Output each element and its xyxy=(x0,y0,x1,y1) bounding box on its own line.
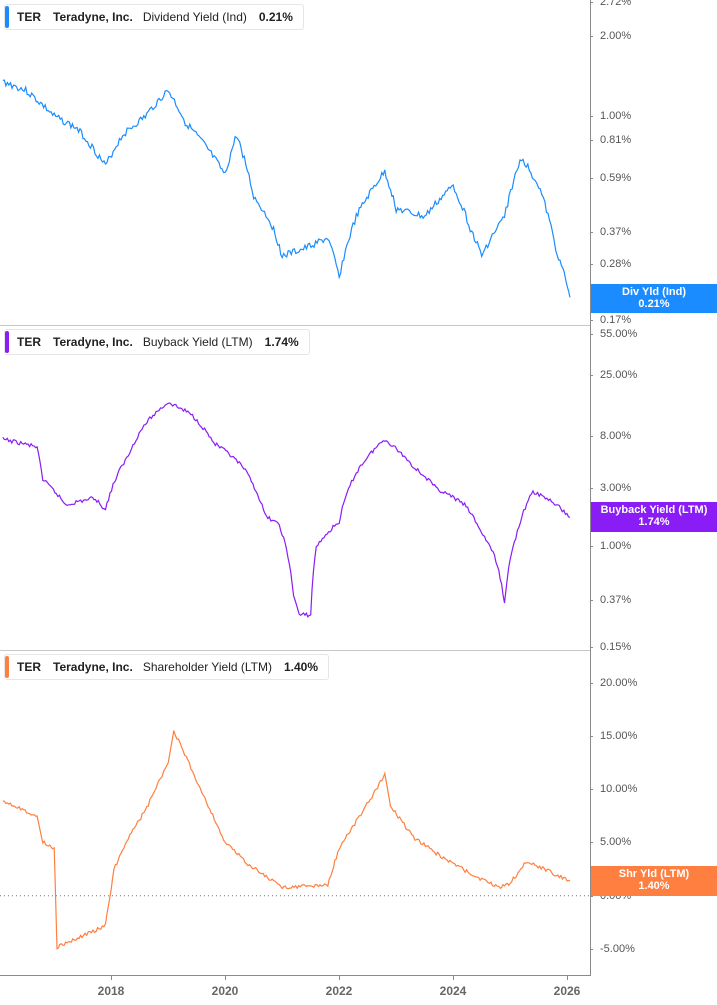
company-name: Teradyne, Inc. xyxy=(53,660,133,674)
x-tick-label: 2020 xyxy=(211,984,239,998)
x-tick-label: 2022 xyxy=(325,984,353,998)
series-color-swatch xyxy=(5,331,9,353)
metric-name: Buyback Yield (LTM) xyxy=(142,335,253,349)
y-tick-mark xyxy=(590,546,593,547)
y-tick-label: 2.72% xyxy=(600,0,632,8)
dividend-yield-plot[interactable] xyxy=(0,0,590,325)
y-tick-label: 25.00% xyxy=(600,369,638,381)
y-tick-label: 15.00% xyxy=(600,730,638,742)
buyback-yield-legend[interactable]: TER Teradyne, Inc. Buyback Yield (LTM) 1… xyxy=(4,329,310,355)
y-tick-label: 55.00% xyxy=(600,328,638,340)
y-tick-mark xyxy=(590,140,593,141)
x-tick-mark xyxy=(339,975,340,980)
y-tick-mark xyxy=(590,896,593,897)
y-tick-label: 0.28% xyxy=(600,258,632,270)
dividend-yield-legend[interactable]: TER Teradyne, Inc. Dividend Yield (Ind) … xyxy=(4,4,304,30)
buyback-yield-panel: TER Teradyne, Inc. Buyback Yield (LTM) 1… xyxy=(0,325,717,650)
y-tick-mark xyxy=(590,2,593,3)
dividend-yield-panel: TER Teradyne, Inc. Dividend Yield (Ind) … xyxy=(0,0,717,325)
metric-value: 1.74% xyxy=(264,335,299,349)
company-name: Teradyne, Inc. xyxy=(53,335,133,349)
series-line xyxy=(2,79,571,298)
x-axis-line xyxy=(0,975,590,976)
y-tick-mark xyxy=(590,232,593,233)
metric-name: Dividend Yield (Ind) xyxy=(142,10,247,24)
y-tick-mark xyxy=(590,320,593,321)
tag-label: Buyback Yield (LTM) xyxy=(600,504,708,516)
y-tick-mark xyxy=(590,949,593,950)
x-tick-mark xyxy=(567,975,568,980)
y-tick-mark xyxy=(590,647,593,648)
y-tick-label: 1.00% xyxy=(600,540,632,552)
y-tick-mark xyxy=(590,116,593,117)
tag-value: 0.21% xyxy=(638,298,670,310)
shareholder-yield-legend[interactable]: TER Teradyne, Inc. Shareholder Yield (LT… xyxy=(4,654,330,680)
y-tick-label: -5.00% xyxy=(600,943,635,955)
y-tick-mark xyxy=(590,842,593,843)
shareholder-yield-panel: TER Teradyne, Inc. Shareholder Yield (LT… xyxy=(0,650,717,975)
y-tick-label: 1.00% xyxy=(600,110,632,122)
y-tick-label: 8.00% xyxy=(600,430,632,442)
panel-divider xyxy=(0,650,590,651)
shareholder-yield-value-tag: Shr Yld (LTM) 1.40% xyxy=(591,866,717,896)
y-tick-mark xyxy=(590,375,593,376)
metric-value: 1.40% xyxy=(283,660,319,674)
series-color-swatch xyxy=(5,656,9,678)
y-tick-mark xyxy=(590,488,593,489)
tag-value: 1.40% xyxy=(638,880,670,892)
tag-label: Shr Yld (LTM) xyxy=(618,868,690,880)
metric-value: 0.21% xyxy=(258,10,293,24)
panel-divider xyxy=(0,325,590,326)
x-tick-label: 2026 xyxy=(553,984,581,998)
ticker-label: TER xyxy=(17,335,41,349)
metric-name: Shareholder Yield (LTM) xyxy=(142,660,272,674)
x-tick-label: 2024 xyxy=(439,984,467,998)
ticker-label: TER xyxy=(17,660,41,674)
y-tick-label: 2.00% xyxy=(600,30,632,42)
y-tick-label: 3.00% xyxy=(600,482,632,494)
y-tick-label: 0.59% xyxy=(600,172,632,184)
y-tick-mark xyxy=(590,264,593,265)
x-tick-mark xyxy=(225,975,226,980)
y-tick-mark xyxy=(590,36,593,37)
y-tick-label: 5.00% xyxy=(600,836,632,848)
tag-value: 1.74% xyxy=(638,516,670,528)
x-tick-label: 2018 xyxy=(97,984,125,998)
y-tick-label: 0.15% xyxy=(600,641,632,653)
buyback-yield-value-tag: Buyback Yield (LTM) 1.74% xyxy=(591,502,717,532)
y-tick-mark xyxy=(590,789,593,790)
ticker-label: TER xyxy=(17,10,41,24)
company-name: Teradyne, Inc. xyxy=(53,10,133,24)
y-tick-label: 20.00% xyxy=(600,677,638,689)
x-axis: 2018 2020 2022 2024 2026 xyxy=(0,975,717,1005)
x-tick-mark xyxy=(453,975,454,980)
y-tick-mark xyxy=(590,178,593,179)
y-tick-mark xyxy=(590,436,593,437)
y-tick-label: 0.37% xyxy=(600,226,632,238)
y-tick-label: 0.17% xyxy=(600,314,632,326)
series-line xyxy=(2,730,571,950)
y-tick-mark xyxy=(590,600,593,601)
y-tick-mark xyxy=(590,334,593,335)
shareholder-yield-plot[interactable] xyxy=(0,650,590,975)
y-tick-label: 0.37% xyxy=(600,594,632,606)
series-color-swatch xyxy=(5,6,9,28)
dividend-yield-value-tag: Div Yld (Ind) 0.21% xyxy=(591,284,717,313)
tag-label: Div Yld (Ind) xyxy=(622,286,686,298)
buyback-yield-plot[interactable] xyxy=(0,325,590,650)
x-tick-mark xyxy=(111,975,112,980)
y-tick-mark xyxy=(590,736,593,737)
series-line xyxy=(2,402,571,618)
y-tick-mark xyxy=(590,683,593,684)
y-tick-label: 0.81% xyxy=(600,134,632,146)
y-tick-label: 10.00% xyxy=(600,783,638,795)
